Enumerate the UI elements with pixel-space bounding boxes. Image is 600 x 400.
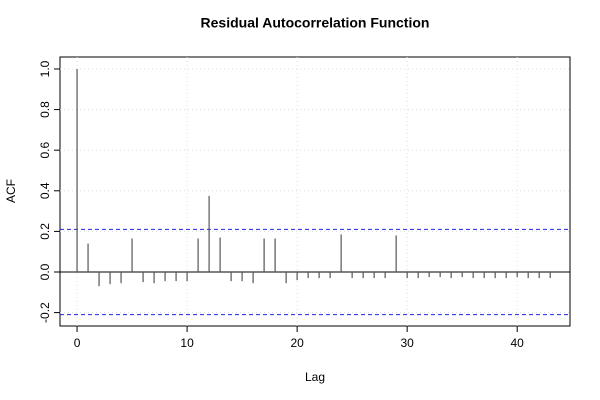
x-tick-label: 10 [180, 336, 194, 350]
x-tick-label: 20 [290, 336, 304, 350]
chart-title: Residual Autocorrelation Function [201, 15, 430, 31]
y-tick-label: -0.2 [38, 302, 52, 323]
y-tick-label: 0.0 [38, 263, 52, 280]
y-tick-label: 0.2 [38, 223, 52, 240]
x-tick-label: 30 [400, 336, 414, 350]
y-tick-label: 0.6 [38, 142, 52, 159]
x-axis-label: Lag [305, 370, 325, 384]
y-axis-label: ACF [4, 179, 18, 203]
plot-frame [59, 56, 571, 327]
y-tick-label: 0.8 [38, 101, 52, 118]
x-tick-label: 40 [511, 336, 525, 350]
y-tick-label: 0.4 [38, 182, 52, 199]
x-tick-label: 0 [74, 336, 81, 350]
y-tick-label: 1.0 [38, 60, 52, 77]
